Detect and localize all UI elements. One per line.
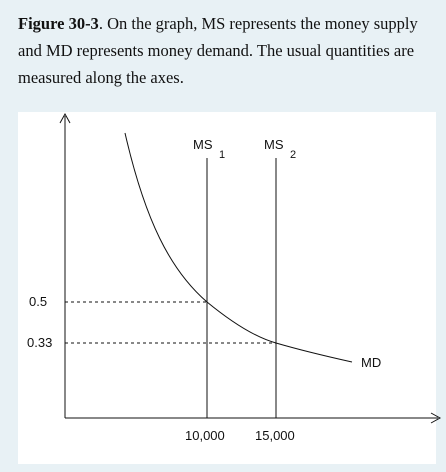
graph-panel	[18, 112, 436, 464]
caption-text: . On the graph, MS represents the money …	[18, 14, 418, 87]
x-tick-label-10000: 10,000	[185, 428, 225, 443]
y-tick-label-0.33: 0.33	[27, 335, 52, 350]
y-axis-arrowhead	[59, 112, 71, 124]
ms2-label: MS	[264, 137, 284, 152]
ms1-label: MS	[193, 137, 213, 152]
md-label: MD	[361, 355, 381, 370]
x-axis-arrowhead	[430, 412, 442, 424]
md-curve	[124, 132, 353, 363]
ms2-subscript: 2	[290, 149, 296, 161]
ms1-subscript: 1	[219, 149, 225, 161]
figure-caption: Figure 30-3. On the graph, MS represents…	[18, 10, 436, 91]
figure-label: Figure 30-3	[18, 14, 99, 33]
y-tick-label-0.5: 0.5	[29, 294, 47, 309]
x-tick-label-15000: 15,000	[255, 428, 295, 443]
